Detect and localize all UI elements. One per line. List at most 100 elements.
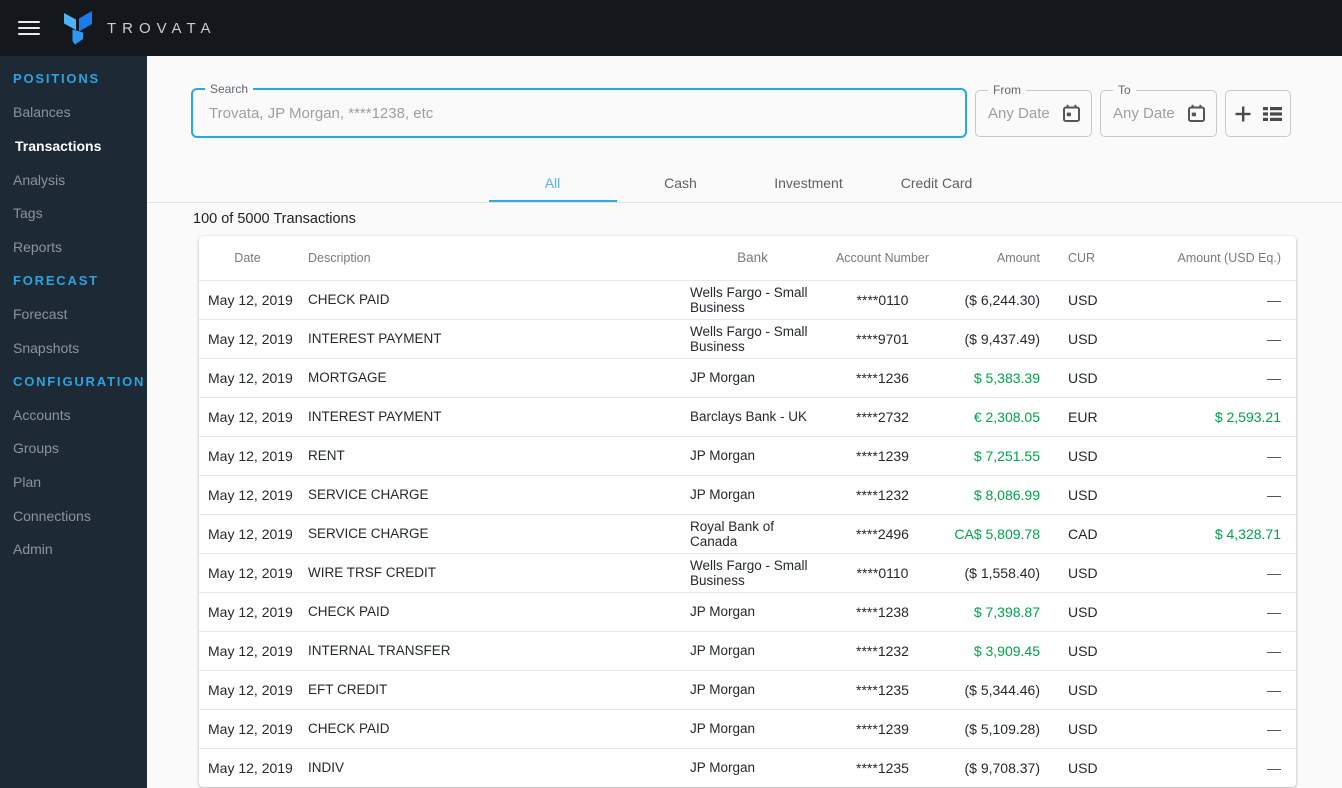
account-cell: ****2496 <box>825 513 940 553</box>
bank-cell: JP Morgan <box>680 747 825 787</box>
account-cell: ****1232 <box>825 474 940 514</box>
date-cell: May 12, 2019 <box>199 552 296 592</box>
amount-cell: ($ 6,244.30) <box>964 291 1041 308</box>
tab-all[interactable]: All <box>488 162 617 202</box>
amount-cell: $ 5,383.39 <box>940 357 1062 397</box>
description-cell: INTEREST PAYMENT <box>296 396 680 436</box>
bank-cell: JP Morgan <box>680 357 825 397</box>
table-row[interactable]: May 12, 2019 INTERNAL TRANSFER JP Morgan **… <box>199 630 1296 670</box>
account-cell: ****1236 <box>825 357 940 397</box>
account-cell: ****0110 <box>825 552 940 592</box>
currency-cell: USD <box>1062 357 1112 397</box>
date-cell: May 12, 2019 <box>208 291 293 308</box>
currency-cell: USD <box>1062 552 1112 592</box>
list-view-icon[interactable] <box>1262 105 1283 123</box>
table-actions-group <box>1225 90 1291 137</box>
currency-cell: USD <box>1062 669 1112 709</box>
currency-cell: USD <box>1062 435 1112 475</box>
usd-eq-cell: — <box>1112 318 1296 358</box>
sidebar-item-analysis[interactable]: Analysis <box>13 171 66 188</box>
amount-cell: € 2,308.05 <box>940 396 1062 436</box>
main-content: Search From Any Date To Any Date <box>147 56 1342 788</box>
column-header-bank: Bank <box>680 236 825 281</box>
sidebar-item-connections[interactable]: Connections <box>13 507 91 524</box>
table-row[interactable]: May 12, 2019 EFT CREDIT JP Morgan ****1235(… <box>199 669 1296 709</box>
menu-icon[interactable] <box>18 17 42 39</box>
table-row[interactable]: May 12, 2019 INDIV JP Morgan ****1235 ($ 9,7… <box>199 747 1296 787</box>
table-row[interactable]: May 12, 2019 CHECK PAID JP Morgan ****1238 $… <box>199 591 1296 631</box>
table-row[interactable]: May 12, 2019 INTEREST PAYMENT Wells Fargo … <box>199 318 1296 358</box>
date-cell: May 12, 2019 <box>199 591 296 631</box>
description-cell: INTERNAL TRANSFER <box>296 630 680 670</box>
bank-cell: Wells Fargo - Small Business <box>690 284 808 315</box>
table-row[interactable]: May 12, 2019 SERVICE CHARGE Royal Bank of … <box>199 513 1296 553</box>
account-cell: ****1239 <box>825 435 940 475</box>
date-cell: May 12, 2019 <box>199 513 296 553</box>
bank-cell: JP Morgan <box>680 708 825 748</box>
amount-cell: $ 3,909.45 <box>940 630 1062 670</box>
tab-investment[interactable]: Investment <box>774 175 843 191</box>
calendar-icon[interactable] <box>1062 104 1081 123</box>
date-cell: May 12, 2019 <box>199 669 296 709</box>
sidebar-nav: POSITIONS Balances Transactions Analysis Tag… <box>0 56 147 566</box>
bank-cell: Barclays Bank - UK <box>680 396 825 436</box>
sidebar-item-balances[interactable]: Balances <box>13 104 71 121</box>
column-header-amount: Amount <box>940 236 1062 281</box>
sidebar-item-admin[interactable]: Admin <box>13 541 53 558</box>
amount-cell: CA$ 5,809.78 <box>940 513 1062 553</box>
currency-cell: USD <box>1062 630 1112 670</box>
sidebar-item-accounts[interactable]: Accounts <box>13 406 71 423</box>
table-row[interactable]: May 12, 2019 WIRE TRSF CREDIT Wells Fargo … <box>199 552 1296 592</box>
sidebar-item-forecast[interactable]: Forecast <box>13 305 68 322</box>
table-row[interactable]: May 12, 2019 CHECK PAID JP Morgan ****1239(… <box>199 708 1296 748</box>
to-date-field[interactable]: To Any Date <box>1100 83 1217 137</box>
column-header-amount-usd-eq: Amount (USD Eq.) <box>1112 236 1296 281</box>
sidebar-item-tags[interactable]: Tags <box>13 205 43 222</box>
currency-cell: USD <box>1062 318 1112 358</box>
table-row[interactable]: May 12, 2019 SERVICE CHARGE JP Morgan ****1… <box>199 474 1296 514</box>
sidebar-item-plan[interactable]: Plan <box>13 473 42 490</box>
sidebar-item-snapshots[interactable]: Snapshots <box>13 339 80 356</box>
account-cell: ****2732 <box>825 396 940 436</box>
from-date-field[interactable]: From Any Date <box>975 83 1092 137</box>
sidebar: POSITIONS Balances Transactions Analysis Tag… <box>0 56 147 788</box>
from-date-value: Any Date <box>988 105 1050 122</box>
sidebar-item-transactions[interactable]: Transactions <box>15 137 102 154</box>
usd-eq-cell: — <box>1112 669 1296 709</box>
date-cell: May 12, 2019 <box>199 318 296 358</box>
date-cell: May 12, 2019 <box>199 630 296 670</box>
amount-cell: ($ 5,344.46) <box>940 669 1062 709</box>
description-cell: CHECK PAID <box>296 591 680 631</box>
search-field[interactable]: Search <box>191 82 967 138</box>
account-cell: ****0110 <box>856 291 909 308</box>
bank-cell: Royal Bank of Canada <box>680 513 825 553</box>
column-header-account-number: Account Number <box>825 236 940 281</box>
account-cell: ****1235 <box>825 747 940 787</box>
sidebar-item-reports[interactable]: Reports <box>13 238 63 255</box>
account-cell: ****1239 <box>825 708 940 748</box>
search-field-label: Search <box>205 82 254 96</box>
bank-cell: JP Morgan <box>680 669 825 709</box>
currency-cell: USD <box>1062 591 1112 631</box>
table-row[interactable]: May 12, 2019 RENT JP Morgan ****1239 $ 7,251… <box>199 435 1296 475</box>
description-cell: RENT <box>296 435 680 475</box>
tab-credit-card[interactable]: Credit Card <box>900 175 973 191</box>
table-row[interactable]: May 12, 2019 INTEREST PAYMENT Barclays Ban… <box>199 396 1296 436</box>
currency-cell: CAD <box>1062 513 1112 553</box>
tab-cash[interactable]: Cash <box>664 175 697 191</box>
table-header-row: Date Description Bank Account Number Amount C… <box>199 236 1296 281</box>
table-row[interactable]: May 12, 2019 MORTGAGE JP Morgan ****1236 $ 5… <box>199 357 1296 397</box>
add-icon[interactable] <box>1233 104 1253 124</box>
column-header-cur: CUR <box>1062 236 1112 281</box>
usd-eq-cell: — <box>1267 291 1281 308</box>
calendar-icon[interactable] <box>1187 104 1206 123</box>
from-field-label: From <box>988 83 1026 97</box>
table-row[interactable]: May 12, 2019 CHECK PAID Wells Fargo - Smal… <box>199 280 1296 319</box>
topbar: TROVATA <box>0 0 1342 56</box>
bank-cell: JP Morgan <box>680 591 825 631</box>
search-input[interactable] <box>193 104 965 122</box>
description-cell: SERVICE CHARGE <box>296 513 680 553</box>
sidebar-item-groups[interactable]: Groups <box>13 440 59 457</box>
date-cell: May 12, 2019 <box>199 747 296 787</box>
amount-cell: $ 7,251.55 <box>940 435 1062 475</box>
